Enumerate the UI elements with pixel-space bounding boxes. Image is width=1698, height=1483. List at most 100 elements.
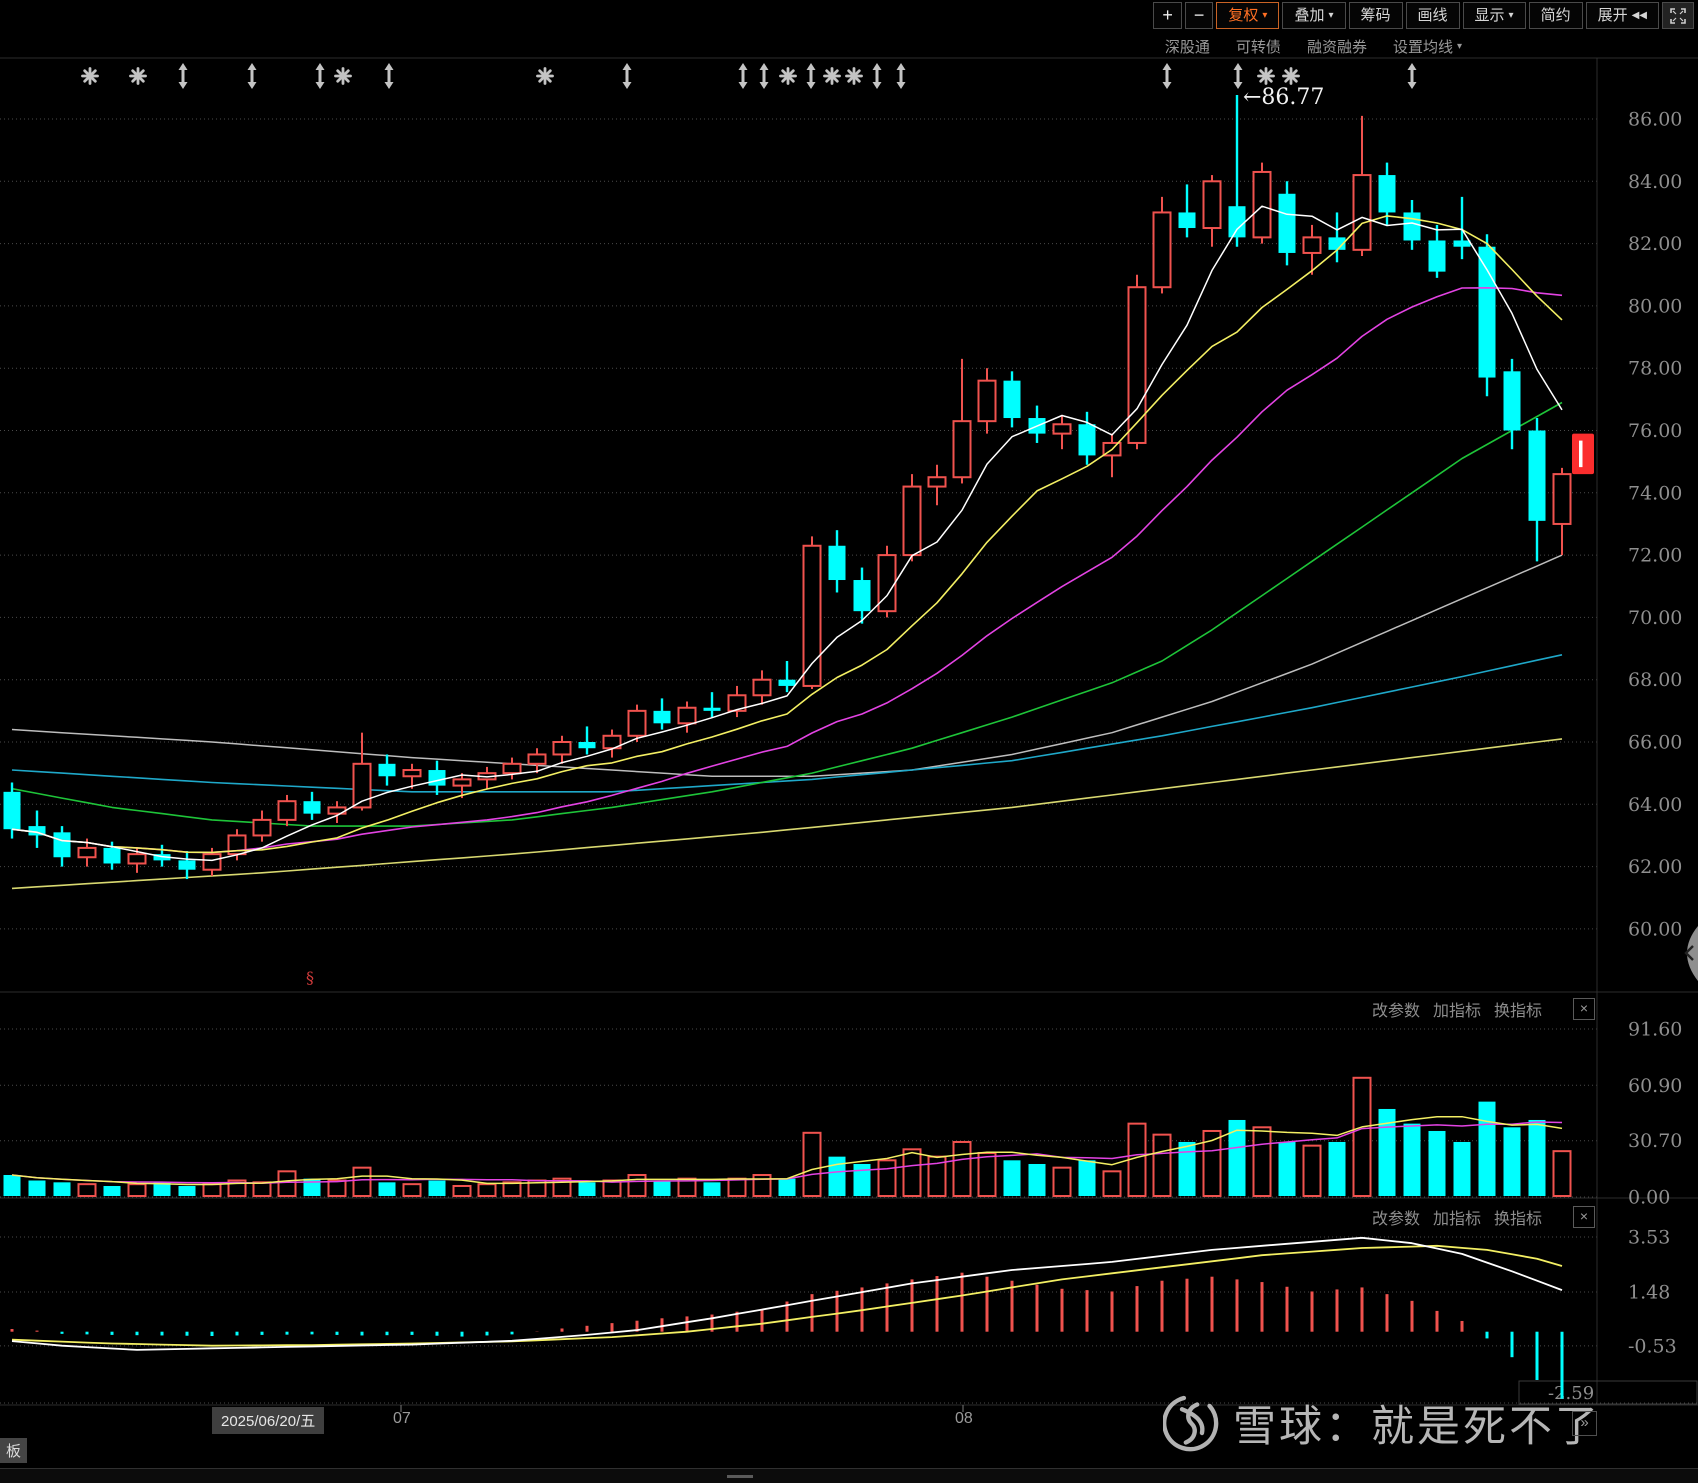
adjust-price-button[interactable]: 复权 ▾	[1216, 2, 1280, 29]
announcement-star-icon	[845, 67, 863, 85]
grid-lines	[0, 57, 1698, 1412]
chevron-down-icon: ▾	[1508, 10, 1514, 21]
updown-arrow-icon	[896, 63, 906, 89]
collapse-left-icon: ◀◀	[1631, 10, 1647, 21]
svg-text:68.00: 68.00	[1628, 669, 1682, 691]
edit-params-link[interactable]: 改参数	[1371, 1211, 1420, 1228]
high-price-annotation: ←86.77	[1243, 85, 1324, 110]
updown-arrow-icon	[315, 63, 325, 89]
margin-event-marker[interactable]: §	[306, 968, 314, 987]
edit-params-link[interactable]: 改参数	[1371, 1003, 1420, 1020]
announcement-star-icon	[81, 67, 99, 85]
draw-line-button[interactable]: 画线	[1405, 2, 1460, 29]
shengutong-link[interactable]: 深股通	[1164, 39, 1210, 56]
zoom-in-button[interactable]: +	[1153, 2, 1182, 29]
svg-text:78.00: 78.00	[1628, 358, 1682, 380]
chevron-down-icon: ▾	[1328, 10, 1334, 21]
double-chevron-right-icon: »	[1580, 1414, 1589, 1431]
announcement-star-icon	[1257, 67, 1275, 85]
macd-panel-header: 改参数 加指标 换指标 ×	[1372, 1205, 1595, 1229]
simple-mode-button[interactable]: 简约	[1528, 2, 1583, 29]
updown-arrow-icon	[872, 63, 882, 89]
chevron-down-icon: ▾	[1262, 10, 1268, 21]
announcement-star-icon	[129, 67, 147, 85]
announcement-star-icon	[823, 67, 841, 85]
first-date-label[interactable]: 2025/06/20/五	[212, 1407, 325, 1434]
updown-arrow-icon	[178, 63, 188, 89]
volume-bars[interactable]	[3, 1076, 1572, 1197]
convertible-bond-link[interactable]: 可转债	[1235, 39, 1281, 56]
updown-arrow-icon	[806, 63, 816, 89]
ma-settings-link[interactable]: 设置均线 ▾	[1393, 34, 1462, 59]
macd-axis-labels: 3.53 1.48 -0.53 -2.59	[1518, 1227, 1698, 1405]
svg-text:70.00: 70.00	[1628, 607, 1682, 629]
svg-text:30.70: 30.70	[1628, 1130, 1682, 1152]
svg-text:←86.77: ←86.77	[1243, 85, 1324, 110]
updown-arrow-icon	[384, 63, 394, 89]
svg-text:3.53: 3.53	[1628, 1227, 1670, 1249]
macd-lines	[11, 1236, 1563, 1351]
margin-trading-link[interactable]: 融资融券	[1306, 39, 1367, 56]
announcement-star-icon	[536, 67, 554, 85]
event-markers[interactable]	[81, 63, 1417, 89]
announcement-star-icon	[779, 67, 797, 85]
updown-arrow-icon	[738, 63, 748, 89]
fast-ma-lines	[11, 205, 1563, 862]
overlay-button[interactable]: 叠加 ▾	[1282, 2, 1346, 29]
month-tick-08: 08	[955, 1410, 973, 1427]
close-panel-button[interactable]: ×	[1573, 998, 1595, 1020]
add-indicator-link[interactable]: 加指标	[1432, 1211, 1481, 1228]
close-panel-button[interactable]: ×	[1573, 1206, 1595, 1228]
announcement-star-icon	[334, 67, 352, 85]
switch-indicator-link[interactable]: 换指标	[1493, 1211, 1542, 1228]
board-tab[interactable]: 板	[0, 1438, 27, 1463]
xueqiu-watermark: 雪球：就是死不了	[1163, 1392, 1601, 1454]
svg-text:-2.59: -2.59	[1548, 1383, 1594, 1404]
add-indicator-link[interactable]: 加指标	[1432, 1003, 1481, 1020]
updown-arrow-icon	[759, 63, 769, 89]
chips-button[interactable]: 筹码	[1348, 2, 1403, 29]
svg-text:64.00: 64.00	[1628, 794, 1682, 816]
svg-text:82.00: 82.00	[1628, 233, 1682, 255]
right-scroll-handle[interactable]	[1684, 926, 1698, 981]
svg-text:84.00: 84.00	[1628, 171, 1682, 193]
volume-axis-labels: 91.60 60.90 30.70 0.00	[1628, 1019, 1682, 1209]
updown-arrow-icon	[247, 63, 257, 89]
svg-text:74.00: 74.00	[1628, 482, 1682, 504]
svg-text:1.48: 1.48	[1628, 1282, 1670, 1304]
svg-text:-0.53: -0.53	[1628, 1335, 1677, 1357]
close-icon: ×	[1579, 1208, 1589, 1224]
display-button[interactable]: 显示 ▾	[1462, 2, 1526, 29]
svg-text:0.00: 0.00	[1628, 1187, 1670, 1209]
volume-panel-header: 改参数 加指标 换指标 ×	[1372, 997, 1595, 1021]
scroll-right-button[interactable]: »	[1572, 1411, 1597, 1436]
svg-text:60.00: 60.00	[1628, 918, 1682, 940]
updown-arrow-icon	[622, 63, 632, 89]
fullscreen-button[interactable]	[1662, 2, 1694, 29]
svg-text:80.00: 80.00	[1628, 295, 1682, 317]
market-links-row: 深股通 可转债 融资融券 设置均线 ▾	[1165, 34, 1462, 59]
svg-text:91.60: 91.60	[1628, 1019, 1682, 1041]
expand-button[interactable]: 展开 ◀◀	[1585, 2, 1659, 29]
svg-text:76.00: 76.00	[1628, 420, 1682, 442]
announcement-star-icon	[1282, 67, 1300, 85]
candles-series[interactable]	[3, 95, 1572, 880]
last-price-tag	[1572, 433, 1594, 475]
price-axis-labels: 86.00 84.00 82.00 80.00 78.00 76.00 74.00 72.00…	[1628, 109, 1682, 941]
svg-text:62.00: 62.00	[1628, 856, 1682, 878]
macd-histogram[interactable]	[10, 1272, 1564, 1399]
taskbar-handle[interactable]	[727, 1475, 753, 1478]
zoom-out-button[interactable]: −	[1184, 2, 1214, 29]
chevron-down-icon: ▾	[1456, 41, 1462, 52]
watermark-text: 雪球：就是死不了	[1233, 1403, 1601, 1451]
switch-indicator-link[interactable]: 换指标	[1493, 1003, 1542, 1020]
updown-arrow-icon	[1162, 63, 1172, 89]
svg-text:60.90: 60.90	[1628, 1075, 1682, 1097]
svg-text:86.00: 86.00	[1628, 109, 1682, 131]
svg-text:72.00: 72.00	[1628, 545, 1682, 567]
close-icon: ×	[1579, 1000, 1589, 1016]
volume-ma-lines	[11, 1115, 1563, 1186]
fullscreen-icon	[1670, 7, 1686, 24]
